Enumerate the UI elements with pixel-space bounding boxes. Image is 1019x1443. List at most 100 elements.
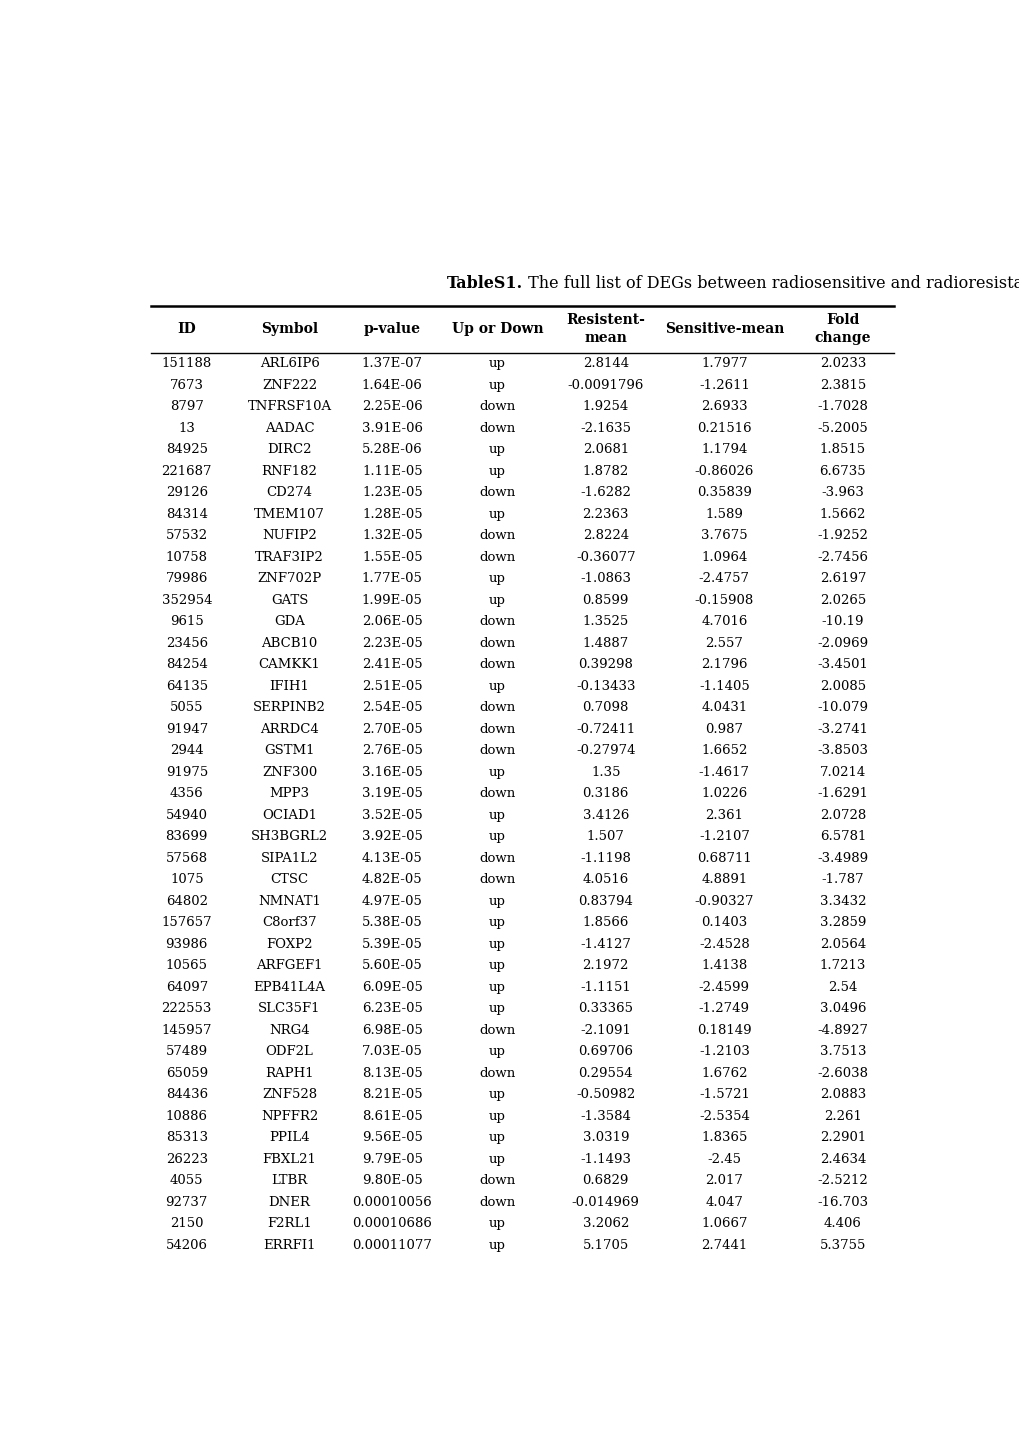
Text: GSTM1: GSTM1 xyxy=(264,745,315,758)
Text: up: up xyxy=(488,766,505,779)
Text: 84254: 84254 xyxy=(166,658,208,671)
Text: TableS1.: TableS1. xyxy=(446,276,522,293)
Text: 84925: 84925 xyxy=(166,443,208,456)
Text: 5.60E-05: 5.60E-05 xyxy=(362,960,422,973)
Text: 57532: 57532 xyxy=(165,530,208,543)
Text: 65059: 65059 xyxy=(165,1066,208,1079)
Text: 4.0516: 4.0516 xyxy=(582,873,629,886)
Text: up: up xyxy=(488,916,505,929)
Text: ABCB10: ABCB10 xyxy=(261,636,317,649)
Text: -1.9252: -1.9252 xyxy=(816,530,867,543)
Text: 54940: 54940 xyxy=(166,808,208,821)
Text: 1.64E-06: 1.64E-06 xyxy=(362,380,422,392)
Text: 1.6762: 1.6762 xyxy=(700,1066,747,1079)
Text: up: up xyxy=(488,680,505,693)
Text: -2.5212: -2.5212 xyxy=(816,1175,867,1188)
Text: 9.56E-05: 9.56E-05 xyxy=(362,1131,422,1144)
Text: 9.80E-05: 9.80E-05 xyxy=(362,1175,422,1188)
Text: SH3BGRL2: SH3BGRL2 xyxy=(251,830,328,843)
Text: 29126: 29126 xyxy=(165,486,208,499)
Text: 2.6197: 2.6197 xyxy=(819,573,865,586)
Text: Sensitive-mean: Sensitive-mean xyxy=(664,322,784,336)
Text: 9.79E-05: 9.79E-05 xyxy=(362,1153,423,1166)
Text: 3.0496: 3.0496 xyxy=(819,1003,865,1016)
Text: -1.2611: -1.2611 xyxy=(698,380,749,392)
Text: -1.2103: -1.2103 xyxy=(698,1045,749,1058)
Text: 64097: 64097 xyxy=(165,981,208,994)
Text: 1.35: 1.35 xyxy=(590,766,620,779)
Text: ZNF702P: ZNF702P xyxy=(257,573,321,586)
Text: -1.0863: -1.0863 xyxy=(580,573,631,586)
Text: 10886: 10886 xyxy=(166,1110,208,1123)
Text: 2.06E-05: 2.06E-05 xyxy=(362,615,422,628)
Text: 2.0265: 2.0265 xyxy=(819,595,865,608)
Text: 1.9254: 1.9254 xyxy=(582,400,629,413)
Text: CTSC: CTSC xyxy=(270,873,309,886)
Text: up: up xyxy=(488,380,505,392)
Text: 7673: 7673 xyxy=(169,380,204,392)
Text: 1.7213: 1.7213 xyxy=(819,960,865,973)
Text: -16.703: -16.703 xyxy=(816,1196,867,1209)
Text: down: down xyxy=(479,788,515,801)
Text: 0.00010056: 0.00010056 xyxy=(353,1196,432,1209)
Text: OCIAD1: OCIAD1 xyxy=(262,808,317,821)
Text: ZNF528: ZNF528 xyxy=(262,1088,317,1101)
Text: FBXL21: FBXL21 xyxy=(262,1153,316,1166)
Text: 1.3525: 1.3525 xyxy=(582,615,629,628)
Text: 0.18149: 0.18149 xyxy=(696,1023,751,1036)
Text: up: up xyxy=(488,443,505,456)
Text: down: down xyxy=(479,636,515,649)
Text: up: up xyxy=(488,508,505,521)
Text: 2.1796: 2.1796 xyxy=(700,658,747,671)
Text: 5055: 5055 xyxy=(170,701,204,714)
Text: 4.97E-05: 4.97E-05 xyxy=(362,895,422,908)
Text: 1.8515: 1.8515 xyxy=(819,443,865,456)
Text: 4.0431: 4.0431 xyxy=(700,701,747,714)
Text: 1.8566: 1.8566 xyxy=(582,916,629,929)
Text: up: up xyxy=(488,1153,505,1166)
Text: 4356: 4356 xyxy=(170,788,204,801)
Text: 6.09E-05: 6.09E-05 xyxy=(362,981,422,994)
Text: 1.5662: 1.5662 xyxy=(819,508,865,521)
Text: 1.11E-05: 1.11E-05 xyxy=(362,465,422,478)
Text: 2.0681: 2.0681 xyxy=(582,443,629,456)
Text: 5.1705: 5.1705 xyxy=(582,1238,629,1251)
Text: 2.0564: 2.0564 xyxy=(819,938,865,951)
Text: 4.047: 4.047 xyxy=(705,1196,743,1209)
Text: down: down xyxy=(479,701,515,714)
Text: CAMKK1: CAMKK1 xyxy=(259,658,320,671)
Text: 0.29554: 0.29554 xyxy=(578,1066,633,1079)
Text: -5.2005: -5.2005 xyxy=(816,421,867,434)
Text: 57568: 57568 xyxy=(165,851,208,864)
Text: 2.51E-05: 2.51E-05 xyxy=(362,680,422,693)
Text: 222553: 222553 xyxy=(161,1003,212,1016)
Text: -2.4757: -2.4757 xyxy=(698,573,749,586)
Text: 2.7441: 2.7441 xyxy=(700,1238,747,1251)
Text: -2.5354: -2.5354 xyxy=(698,1110,749,1123)
Text: 5.3755: 5.3755 xyxy=(819,1238,865,1251)
Text: 2.0883: 2.0883 xyxy=(819,1088,865,1101)
Text: down: down xyxy=(479,1175,515,1188)
Text: 6.98E-05: 6.98E-05 xyxy=(362,1023,422,1036)
Text: 13: 13 xyxy=(178,421,195,434)
Text: 9615: 9615 xyxy=(170,615,204,628)
Text: 1.0226: 1.0226 xyxy=(700,788,747,801)
Text: 2.54E-05: 2.54E-05 xyxy=(362,701,422,714)
Text: 3.0319: 3.0319 xyxy=(582,1131,629,1144)
Text: 1.77E-05: 1.77E-05 xyxy=(362,573,422,586)
Text: 1.8365: 1.8365 xyxy=(700,1131,747,1144)
Text: TMEM107: TMEM107 xyxy=(254,508,325,521)
Text: 2.8144: 2.8144 xyxy=(582,358,628,371)
Text: -1.787: -1.787 xyxy=(820,873,863,886)
Text: 5.38E-05: 5.38E-05 xyxy=(362,916,422,929)
Text: 1.55E-05: 1.55E-05 xyxy=(362,551,422,564)
Text: down: down xyxy=(479,486,515,499)
Text: 1.37E-07: 1.37E-07 xyxy=(362,358,423,371)
Text: 2.361: 2.361 xyxy=(704,808,743,821)
Text: -0.13433: -0.13433 xyxy=(576,680,635,693)
Text: NMNAT1: NMNAT1 xyxy=(258,895,321,908)
Text: 8.21E-05: 8.21E-05 xyxy=(362,1088,422,1101)
Text: LTBR: LTBR xyxy=(271,1175,308,1188)
Text: up: up xyxy=(488,1238,505,1251)
Text: -3.4989: -3.4989 xyxy=(816,851,867,864)
